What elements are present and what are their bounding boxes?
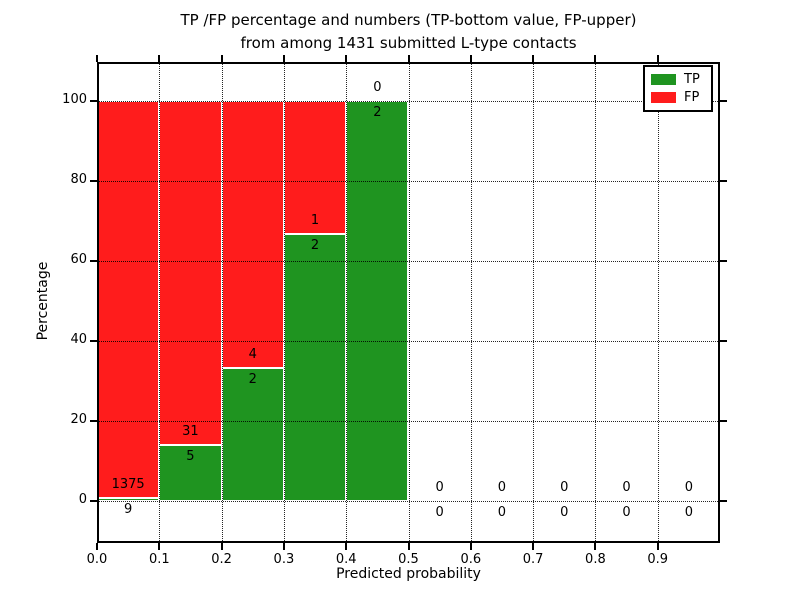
chart-title-line-2: from among 1431 submitted L-type contact…: [240, 34, 577, 52]
x-tick-bottom: [656, 543, 659, 550]
y-tick-right: [720, 500, 727, 502]
tp-count-label: 5: [186, 449, 195, 465]
x-tick-label: 0.3: [273, 552, 295, 567]
chart-title: TP /FP percentage and numbers (TP-bottom…: [97, 9, 720, 55]
legend-entry-tp: TP: [651, 72, 705, 87]
x-tick-top: [158, 55, 161, 62]
x-tick-label: 0.0: [86, 552, 108, 567]
x-tick-label: 0.1: [148, 552, 170, 567]
x-tick-bottom: [158, 543, 161, 550]
x-tick-bottom: [220, 543, 223, 550]
fp-bar-segment: [283, 101, 347, 235]
tp-count-label: 2: [310, 238, 320, 254]
fp-color-swatch: [651, 92, 676, 103]
plot-area: TP FP 1375 9 31 5 4 2 1 2 0 2 0 0 0 0 0 0 0 0 0 0: [97, 62, 720, 543]
y-tick-left: [90, 260, 97, 262]
chart-title-line-1: TP /FP percentage and numbers (TP-bottom…: [180, 11, 637, 29]
y-tick-label: 40: [70, 332, 87, 347]
tp-bar-segment: [221, 367, 284, 501]
x-tick-bottom: [282, 543, 285, 550]
x-gridline: [470, 62, 472, 543]
x-tick-top: [345, 55, 348, 62]
fp-count-label: 0: [435, 480, 444, 495]
x-gridline: [346, 62, 348, 543]
x-tick-label: 0.4: [335, 552, 357, 567]
x-gridline: [533, 62, 535, 543]
x-tick-top: [220, 55, 223, 62]
x-tick-bottom: [532, 543, 535, 550]
fp-bar-segment: [97, 101, 160, 499]
y-tick-right: [720, 180, 727, 182]
tp-count-label: 0: [497, 505, 507, 520]
tp-count-label: 0: [684, 505, 693, 520]
tp-count-label: 2: [373, 105, 382, 120]
fp-count-label: 0: [684, 480, 693, 495]
tp-bar-segment: [159, 445, 222, 501]
x-gridline: [159, 62, 161, 543]
x-gridline: [221, 62, 223, 543]
y-tick-left: [90, 500, 97, 502]
legend-label-fp: FP: [684, 90, 700, 105]
tp-count-label: 2: [248, 371, 257, 387]
y-tick-label: 100: [62, 92, 87, 107]
y-tick-label: 20: [70, 412, 87, 427]
x-tick-label: 0.5: [398, 552, 419, 567]
tp-bar-segment: [346, 101, 409, 501]
fp-count-label: 1: [310, 213, 320, 229]
y-tick-left: [90, 340, 97, 342]
fp-count-label: 31: [182, 424, 199, 440]
x-gridline: [283, 62, 285, 543]
x-gridline: [408, 62, 410, 543]
fp-bar-segment: [159, 101, 222, 446]
x-tick-label: 0.9: [647, 552, 669, 567]
tp-count-label: 9: [124, 502, 133, 518]
x-tick-label: 0.6: [460, 552, 482, 567]
x-tick-label: 0.7: [522, 552, 544, 567]
tp-bar-segment: [283, 234, 347, 501]
fp-count-label: 0: [560, 480, 569, 495]
fp-bar-segment: [221, 101, 284, 368]
y-tick-right: [720, 100, 727, 102]
legend-label-tp: TP: [684, 72, 700, 87]
x-tick-bottom: [96, 543, 98, 550]
fp-count-label: 1375: [111, 477, 145, 493]
y-tick-left: [90, 180, 97, 182]
x-tick-top: [407, 55, 410, 62]
x-tick-bottom: [407, 543, 410, 550]
x-tick-bottom: [345, 543, 348, 550]
y-tick-right: [720, 260, 727, 262]
fp-count-label: 0: [497, 480, 507, 495]
fp-count-label: 4: [248, 346, 257, 362]
y-tick-left: [90, 420, 97, 422]
x-tick-top: [532, 55, 535, 62]
y-tick-label: 0: [78, 492, 87, 507]
x-tick-top: [469, 55, 472, 62]
x-axis-label: Predicted probability: [336, 566, 481, 582]
x-tick-label: 0.2: [211, 552, 232, 567]
x-tick-bottom: [594, 543, 597, 550]
x-gridline: [657, 62, 659, 543]
tp-color-swatch: [651, 74, 676, 85]
legend-entry-fp: FP: [651, 90, 705, 105]
legend: TP FP: [643, 65, 713, 112]
y-tick-right: [720, 340, 727, 342]
x-tick-top: [594, 55, 597, 62]
fp-count-label: 0: [373, 80, 382, 95]
x-tick-top: [282, 55, 285, 62]
y-tick-label: 80: [70, 172, 87, 187]
x-tick-top: [96, 55, 98, 62]
y-tick-label: 60: [70, 252, 87, 267]
tp-count-label: 0: [560, 505, 569, 520]
tp-count-label: 0: [435, 505, 444, 520]
fp-count-label: 0: [622, 480, 631, 495]
x-tick-label: 0.8: [585, 552, 606, 567]
x-tick-top: [656, 55, 659, 62]
y-tick-right: [720, 420, 727, 422]
y-tick-left: [90, 100, 97, 102]
x-gridline: [595, 62, 597, 543]
x-tick-bottom: [469, 543, 472, 550]
tp-count-label: 0: [622, 505, 631, 520]
